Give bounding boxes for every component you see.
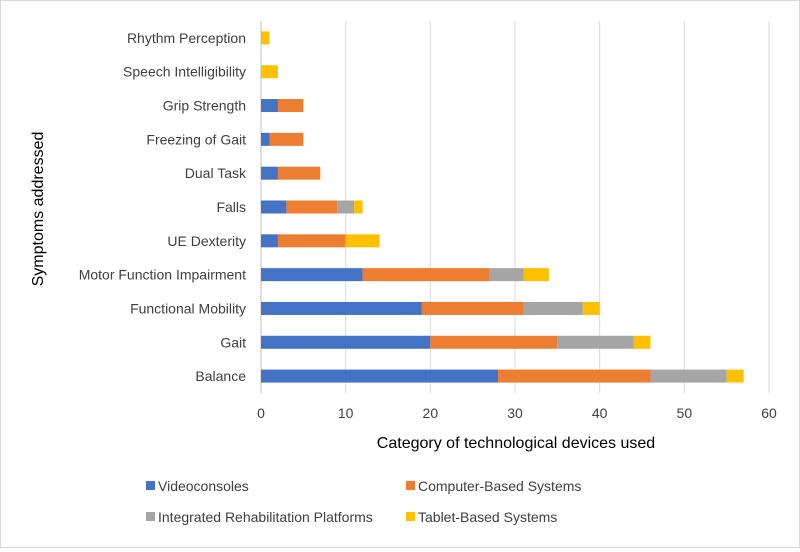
legend-label: Computer-Based Systems xyxy=(418,478,581,494)
category-label: Functional Mobility xyxy=(130,300,246,316)
bar-segment xyxy=(557,335,634,349)
bar-segment xyxy=(498,369,651,383)
bar-segment xyxy=(261,31,270,45)
category-label: Freezing of Gait xyxy=(146,131,246,147)
bars xyxy=(261,31,744,383)
x-tick-label: 30 xyxy=(507,405,523,421)
category-labels: Balance Gait Functional Mobility Motor Func… xyxy=(79,30,247,384)
category-label: UE Dexterity xyxy=(167,233,246,249)
bar-segment xyxy=(277,99,304,113)
category-label: Dual Task xyxy=(185,165,247,181)
x-axis-title: Category of technological devices used xyxy=(377,435,655,452)
legend-swatch xyxy=(146,481,155,490)
bar-segment xyxy=(650,369,727,383)
x-tick-label: 40 xyxy=(592,405,608,421)
legend-label: Integrated Rehabilitation Platforms xyxy=(158,509,373,525)
legend-swatch xyxy=(406,481,415,490)
bar-segment xyxy=(362,268,490,282)
category-label: Balance xyxy=(195,368,246,384)
x-tick-label: 50 xyxy=(677,405,693,421)
bar-segment xyxy=(633,335,651,349)
bar-segment xyxy=(337,200,355,214)
y-axis-title: Symptoms addressed xyxy=(30,132,47,287)
legend-swatch xyxy=(406,512,415,521)
category-label: Motor Function Impairment xyxy=(79,267,246,283)
bar-segment xyxy=(286,200,338,214)
x-tick-label: 10 xyxy=(338,405,354,421)
bar-segment xyxy=(261,335,431,349)
x-tick-label: 20 xyxy=(423,405,439,421)
legend-label: Videoconsoles xyxy=(158,478,249,494)
bar-segment xyxy=(261,301,422,315)
legend-label: Tablet-Based Systems xyxy=(418,509,557,525)
x-tick-label: 0 xyxy=(257,405,265,421)
bar-segment xyxy=(421,301,524,315)
bar-segment xyxy=(261,268,363,282)
bar-segment xyxy=(277,166,321,180)
bar-segment xyxy=(261,166,278,180)
bar-segment xyxy=(261,234,278,248)
bar-segment xyxy=(430,335,558,349)
bar-segment xyxy=(523,301,583,315)
category-label: Rhythm Perception xyxy=(127,30,246,46)
bar-segment xyxy=(489,268,524,282)
bar-segment xyxy=(261,369,499,383)
bar-segment xyxy=(354,200,363,214)
bar-segment xyxy=(726,369,744,383)
legend: Videoconsoles Computer-Based Systems Integ… xyxy=(146,478,581,525)
category-label: Falls xyxy=(216,199,246,215)
category-label: Gait xyxy=(220,334,246,350)
bar-segment xyxy=(345,234,380,248)
bar-segment xyxy=(261,99,278,113)
bar-segment xyxy=(261,132,270,146)
bar-segment xyxy=(269,132,304,146)
bar-segment xyxy=(523,268,549,282)
bar-segment xyxy=(277,234,346,248)
x-tick-label: 60 xyxy=(761,405,777,421)
x-tick-labels: 0 10 20 30 40 50 60 xyxy=(257,405,777,421)
bar-segment xyxy=(582,301,600,315)
category-label: Speech Intelligibility xyxy=(123,64,246,80)
bar-segment xyxy=(261,65,278,79)
legend-swatch xyxy=(146,512,155,521)
category-label: Grip Strength xyxy=(163,98,246,114)
bar-segment xyxy=(261,200,287,214)
gridlines xyxy=(260,21,770,393)
